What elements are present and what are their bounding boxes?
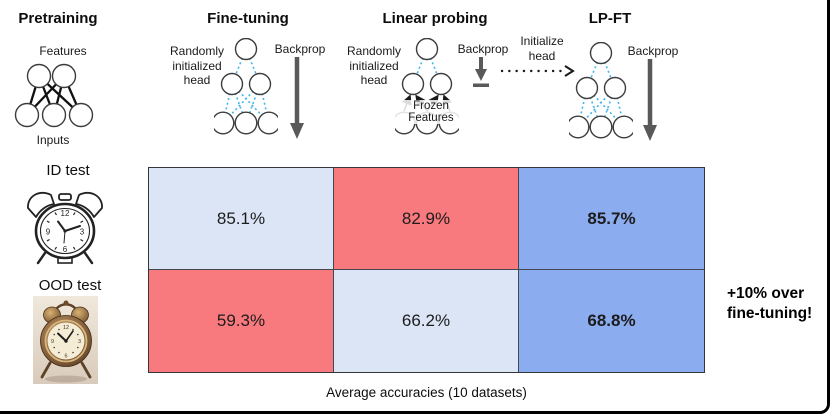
ood-test-label: OOD test — [38, 277, 102, 294]
svg-text:12: 12 — [61, 209, 70, 218]
fine-tuning-backprop-label: Backprop — [274, 42, 326, 56]
linear-probing-backprop-label: Backprop — [457, 42, 509, 56]
lp-ft-network-icon — [569, 42, 633, 139]
svg-text:6: 6 — [63, 245, 68, 254]
method-title-pretraining: Pretraining — [18, 10, 98, 27]
linear-probing-head-label: Randomly initialized head — [346, 44, 402, 88]
svg-text:12: 12 — [63, 325, 69, 331]
method-title-linear-probing: Linear probing — [382, 10, 488, 27]
accuracy-cell-ood-linear-probing: 66.2% — [334, 270, 519, 372]
features-label: Features — [39, 44, 87, 58]
fine-tuning-network-icon — [214, 38, 278, 135]
svg-text:3: 3 — [78, 339, 81, 345]
accuracy-cell-id-linear-probing: 82.9% — [334, 168, 519, 270]
id-test-clock-sketch-icon: 12 3 6 9 — [27, 191, 103, 265]
lp-ft-backprop-label: Backprop — [627, 44, 679, 58]
accuracy-cell-id-lp-ft: 85.7% — [519, 168, 704, 270]
svg-text:9: 9 — [51, 339, 54, 345]
accuracy-cell-id-fine-tuning: 85.1% — [149, 168, 334, 270]
initialize-head-arrow-icon — [500, 65, 575, 77]
ood-test-clock-photo-icon: 12 3 6 9 — [33, 296, 98, 384]
inputs-label: Inputs — [36, 133, 70, 147]
backprop-arrow-icon — [290, 57, 304, 139]
id-test-label: ID test — [46, 162, 90, 179]
method-title-lp-ft: LP-FT — [588, 10, 632, 27]
fine-tuning-head-label: Randomly initialized head — [169, 44, 225, 88]
svg-text:3: 3 — [80, 228, 85, 237]
svg-text:9: 9 — [46, 228, 51, 237]
method-title-fine-tuning: Fine-tuning — [207, 10, 289, 27]
frozen-features-label: Frozen Features — [390, 100, 472, 124]
initialize-head-label: Initialize head — [520, 34, 564, 63]
table-caption: Average accuracies (10 datasets) — [326, 385, 527, 400]
gain-annotation: +10% over fine-tuning! — [727, 285, 813, 322]
results-table: 85.1% 82.9% 85.7% 59.3% 66.2% 68.8% — [148, 167, 705, 373]
backprop-arrow-icon — [643, 59, 657, 141]
backprop-stop-arrow-icon — [473, 57, 489, 87]
accuracy-cell-ood-fine-tuning: 59.3% — [149, 270, 334, 372]
accuracy-cell-ood-lp-ft: 68.8% — [519, 270, 704, 372]
pretraining-network-icon — [14, 63, 94, 128]
svg-text:6: 6 — [64, 354, 67, 360]
